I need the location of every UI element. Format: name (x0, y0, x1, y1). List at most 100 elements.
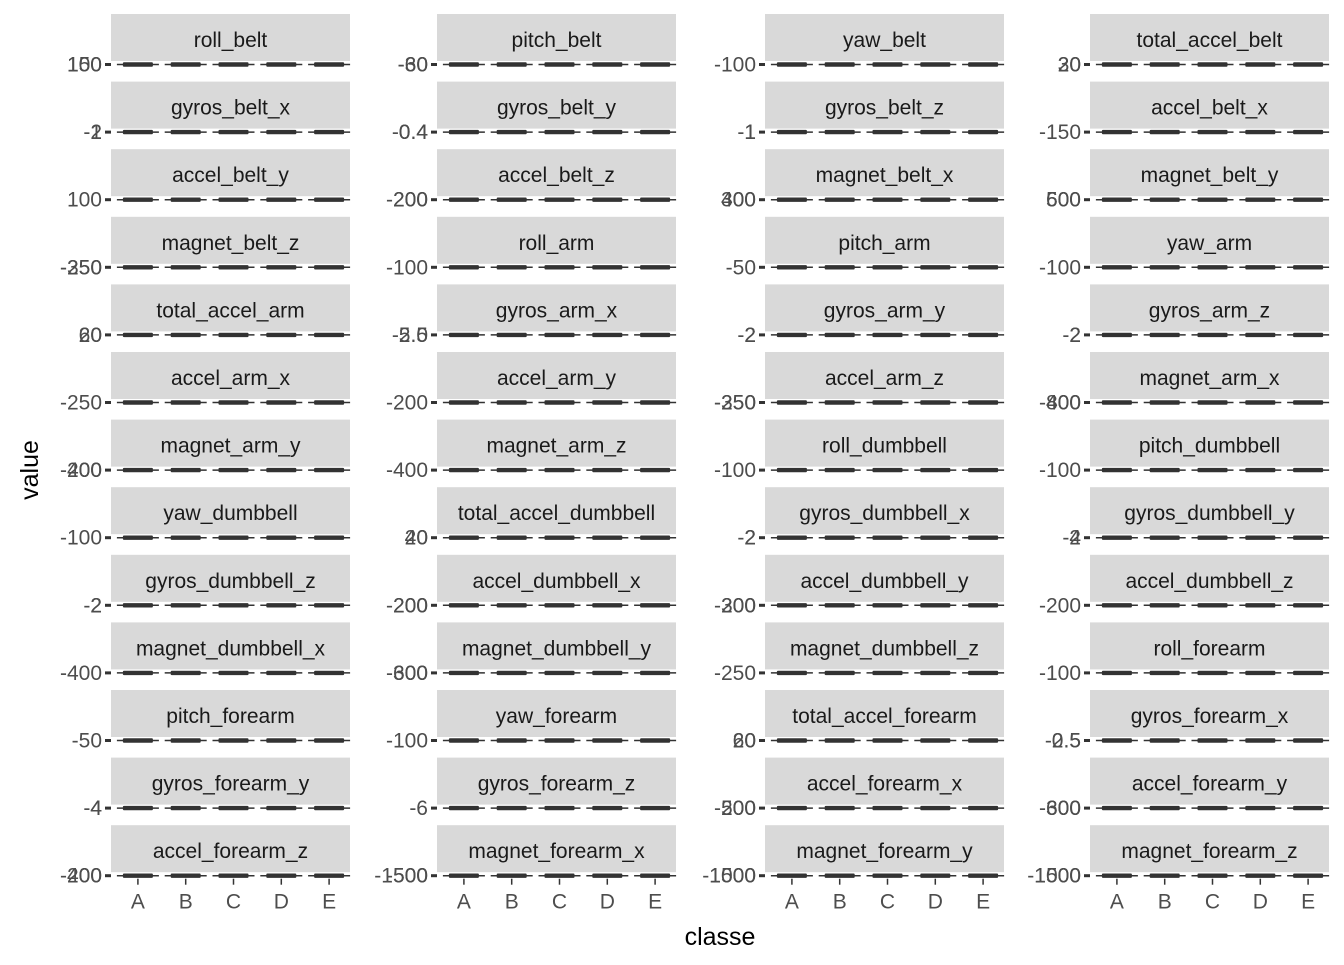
y-tick-label: 4 (90, 797, 102, 820)
facet-strip (765, 216, 1004, 264)
facet-strip (765, 352, 1004, 399)
facet-title: yaw_dumbbell (163, 502, 297, 525)
y-tick-label: 100 (67, 189, 102, 212)
facet-title: magnet_dumbbell_x (136, 637, 326, 660)
y-tick-label: -100 (386, 730, 428, 753)
y-tick-label: 500 (1046, 189, 1081, 212)
y-tick-label: 300 (393, 662, 428, 685)
facet-title: magnet_belt_y (1141, 164, 1279, 187)
facet-strip (437, 352, 676, 399)
facet-title: accel_forearm_z (153, 840, 308, 863)
facet-title: magnet_dumbbell_z (790, 637, 979, 660)
facet-title: gyros_belt_x (171, 97, 291, 120)
facet-strip (1090, 825, 1329, 873)
y-tick-label: -200 (386, 594, 428, 617)
facet-strip (437, 14, 676, 61)
facet-title: magnet_forearm_x (468, 840, 645, 863)
y-tick-label: -250 (714, 392, 756, 415)
facet-strip (1090, 216, 1329, 264)
y-tick-label: -350 (60, 256, 102, 279)
x-tick-label-D: D (600, 891, 615, 914)
y-tick-label: -60 (398, 54, 428, 77)
y-tick-label: -2 (1062, 527, 1081, 550)
facet-strip (437, 284, 676, 332)
y-tick-label: -30 (398, 54, 428, 77)
y-tick-label: 2 (744, 527, 756, 550)
y-tick-label: -2.5 (1045, 730, 1081, 753)
y-tick-label: -2 (83, 594, 102, 617)
x-tick-label-C: C (1205, 891, 1220, 914)
y-tick-label: 60 (79, 324, 102, 347)
y-tick-label: 200 (393, 594, 428, 617)
facet-title: accel_belt_x (1151, 97, 1268, 120)
y-tick-label: -1000 (702, 865, 756, 888)
facet-title: roll_forearm (1153, 637, 1265, 660)
facet-title: accel_dumbbell_z (1125, 570, 1293, 593)
y-tick-label: -200 (714, 594, 756, 617)
facet-title: gyros_belt_y (497, 97, 617, 120)
y-tick-label: -100 (386, 256, 428, 279)
facet-title: yaw_forearm (496, 705, 617, 728)
y-tick-label: -6 (409, 797, 428, 820)
facet-strip (111, 216, 350, 264)
y-tick-label: -200 (386, 189, 428, 212)
y-tick-label: -500 (714, 797, 756, 820)
y-tick-label: 1500 (1034, 865, 1081, 888)
y-tick-label: -0.4 (392, 121, 429, 144)
facet-title: gyros_forearm_y (152, 773, 310, 796)
facet-strip (1090, 487, 1329, 535)
y-tick-label: 2.5 (399, 324, 428, 347)
y-tick-label: -200 (60, 865, 102, 888)
y-tick-label: -100 (1039, 662, 1081, 685)
facet-title: magnet_arm_x (1139, 367, 1280, 390)
y-tick-label: -1500 (374, 865, 428, 888)
x-tick-label-A: A (457, 891, 471, 914)
y-tick-label: 400 (67, 459, 102, 482)
facet-title: gyros_forearm_x (1131, 705, 1289, 728)
x-tick-label-D: D (928, 891, 943, 914)
y-tick-label: 200 (721, 797, 756, 820)
facet-strip (111, 81, 350, 129)
facet-strip (111, 825, 350, 873)
facet-title: total_accel_belt (1137, 29, 1283, 52)
facet-title: total_accel_dumbbell (458, 502, 655, 525)
facet-strip (437, 757, 676, 805)
facet-strip (437, 81, 676, 129)
facet-title: pitch_arm (838, 232, 930, 255)
y-tick-label: -1 (737, 121, 756, 144)
facet-strip (1090, 149, 1329, 197)
facet-strip (111, 554, 350, 602)
y-tick-label: -100 (714, 459, 756, 482)
facet-strip (437, 554, 676, 602)
y-tick-label: 300 (721, 189, 756, 212)
y-tick-label: -100 (60, 527, 102, 550)
y-tick-label: 20 (405, 527, 428, 550)
y-tick-label: -250 (60, 256, 102, 279)
facet-title: gyros_belt_z (825, 97, 944, 120)
y-tick-label: -150 (1039, 121, 1081, 144)
x-tick-label-B: B (833, 891, 847, 914)
x-tick-label-D: D (274, 891, 289, 914)
facet-title: pitch_dumbbell (1139, 435, 1280, 458)
x-tick-label-E: E (322, 891, 336, 914)
facet-title: roll_arm (519, 232, 595, 255)
facet-strip (437, 622, 676, 670)
facet-strip (437, 149, 676, 197)
facet-strip (765, 825, 1004, 873)
facet-title: accel_arm_x (171, 367, 291, 390)
y-tick-label: -100 (714, 54, 756, 77)
facet-strip (437, 487, 676, 535)
y-tick-label: 1500 (709, 865, 756, 888)
facet-strip (765, 14, 1004, 61)
facet-strip (437, 690, 676, 737)
y-tick-label: 20 (1058, 54, 1081, 77)
x-tick-label-D: D (1253, 891, 1268, 914)
y-tick-label: -2 (737, 324, 756, 347)
facet-strip (1090, 690, 1329, 737)
y-tick-label: -1000 (1027, 865, 1081, 888)
y-tick-label: 300 (721, 594, 756, 617)
y-tick-label: 200 (393, 189, 428, 212)
facet-strip (765, 622, 1004, 670)
facet-title: accel_belt_z (498, 164, 615, 187)
